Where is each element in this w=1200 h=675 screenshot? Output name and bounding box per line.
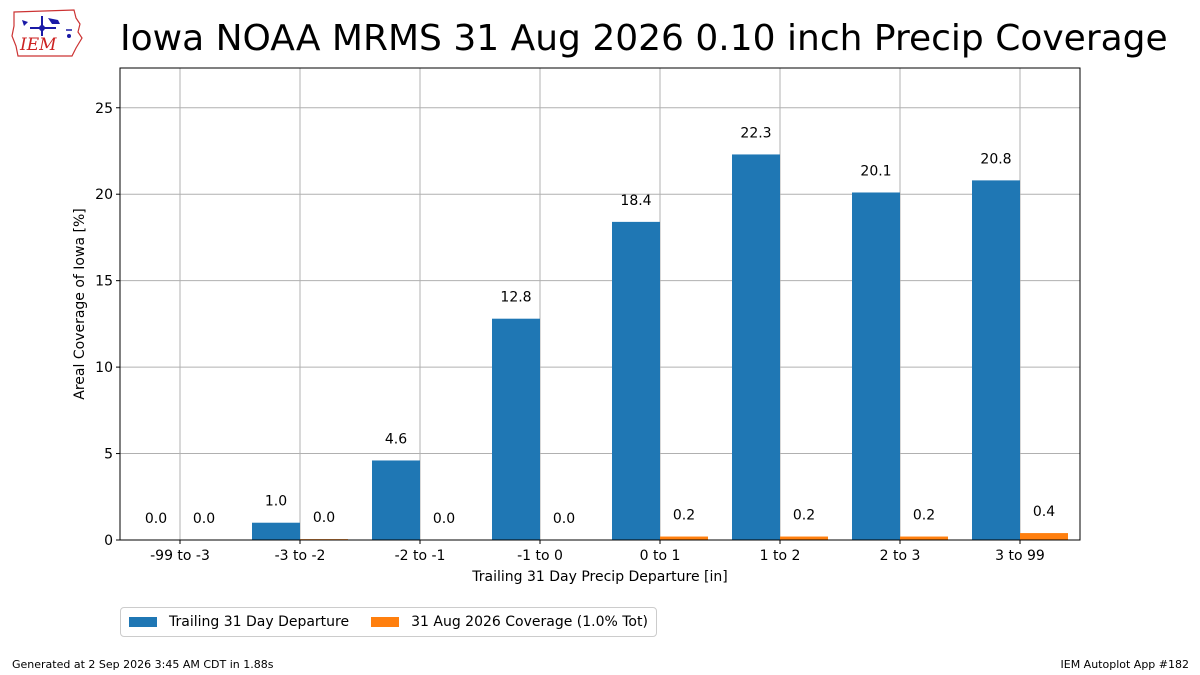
legend-item-coverage: 31 Aug 2026 Coverage (1.0% Tot) bbox=[371, 614, 648, 630]
x-tick-label: 1 to 2 bbox=[760, 548, 801, 564]
bar-departure bbox=[492, 318, 540, 540]
x-tick-label: -2 to -1 bbox=[395, 548, 446, 564]
x-tick-label: 0 to 1 bbox=[640, 548, 681, 564]
data-label-departure: 20.1 bbox=[860, 163, 891, 179]
footer-generated: Generated at 2 Sep 2026 3:45 AM CDT in 1… bbox=[12, 658, 274, 671]
y-tick-label: 25 bbox=[95, 101, 113, 117]
data-label-coverage: 0.2 bbox=[793, 508, 815, 524]
data-label-coverage: 0.2 bbox=[673, 508, 695, 524]
legend: Trailing 31 Day Departure 31 Aug 2026 Co… bbox=[120, 607, 657, 637]
iowa-outline-icon bbox=[11, 9, 83, 57]
data-label-departure: 20.8 bbox=[980, 151, 1011, 167]
data-label-departure: 4.6 bbox=[385, 431, 407, 447]
data-label-coverage: 0.0 bbox=[313, 510, 335, 526]
y-tick-label: 20 bbox=[95, 187, 113, 203]
bar-coverage bbox=[1020, 533, 1068, 540]
x-axis-label: Trailing 31 Day Precip Departure [in] bbox=[471, 569, 727, 585]
plot-frame bbox=[119, 67, 1081, 541]
axes-layer: 0 5 10 15 20 25 -99 to -3 -3 to -2 -2 to -1 -1 to… bbox=[95, 101, 1045, 564]
data-label-departure: 18.4 bbox=[620, 193, 651, 209]
data-label-coverage: 0.0 bbox=[433, 511, 455, 527]
x-tick-label: 2 to 3 bbox=[880, 548, 921, 564]
data-label-coverage: 0.0 bbox=[553, 511, 575, 527]
grid-layer bbox=[120, 68, 1080, 541]
y-axis-label: Areal Coverage of Iowa [%] bbox=[72, 208, 88, 399]
y-tick-label: 10 bbox=[95, 360, 113, 376]
legend-item-departure: Trailing 31 Day Departure bbox=[129, 614, 349, 630]
bar-departure bbox=[252, 522, 300, 540]
y-tick-label: 5 bbox=[104, 447, 113, 463]
bar-departure bbox=[852, 192, 900, 540]
data-label-coverage: 0.0 bbox=[193, 511, 215, 527]
legend-swatch-coverage bbox=[371, 617, 400, 627]
data-label-departure: 22.3 bbox=[740, 125, 771, 141]
data-label-departure: 0.0 bbox=[145, 511, 167, 527]
bar-departure bbox=[732, 154, 780, 540]
bar-coverage bbox=[660, 536, 708, 540]
chart-title: Iowa NOAA MRMS 31 Aug 2026 0.10 inch Pre… bbox=[120, 18, 1168, 59]
bar-coverage bbox=[900, 536, 948, 540]
bar-departure bbox=[612, 221, 660, 540]
x-tick-label: -3 to -2 bbox=[275, 548, 326, 564]
legend-label-coverage: 31 Aug 2026 Coverage (1.0% Tot) bbox=[411, 614, 648, 630]
data-label-departure: 1.0 bbox=[265, 494, 287, 510]
data-label-departure: 12.8 bbox=[500, 290, 531, 306]
iem-logo: IEM bbox=[8, 6, 84, 60]
data-label-coverage: 0.2 bbox=[913, 508, 935, 524]
bars-layer bbox=[252, 154, 1068, 540]
y-tick-label: 15 bbox=[95, 274, 113, 290]
legend-swatch-departure bbox=[129, 617, 157, 627]
logo-text: IEM bbox=[20, 35, 57, 55]
bar-departure bbox=[372, 460, 420, 540]
legend-label-departure: Trailing 31 Day Departure bbox=[169, 614, 350, 630]
bar-departure bbox=[972, 180, 1020, 540]
data-label-coverage: 0.4 bbox=[1033, 504, 1055, 520]
footer-app: IEM Autoplot App #182 bbox=[1060, 658, 1190, 671]
labels-layer: 0.0 1.0 4.6 12.8 18.4 22.3 20.1 20.8 0.0 0.0 0.0 0.… bbox=[145, 125, 1055, 527]
y-tick-label: 0 bbox=[104, 533, 113, 549]
x-tick-label: -99 to -3 bbox=[150, 548, 210, 564]
x-tick-label: -1 to 0 bbox=[517, 548, 563, 564]
bar-coverage bbox=[780, 536, 828, 540]
x-tick-label: 3 to 99 bbox=[995, 548, 1045, 564]
